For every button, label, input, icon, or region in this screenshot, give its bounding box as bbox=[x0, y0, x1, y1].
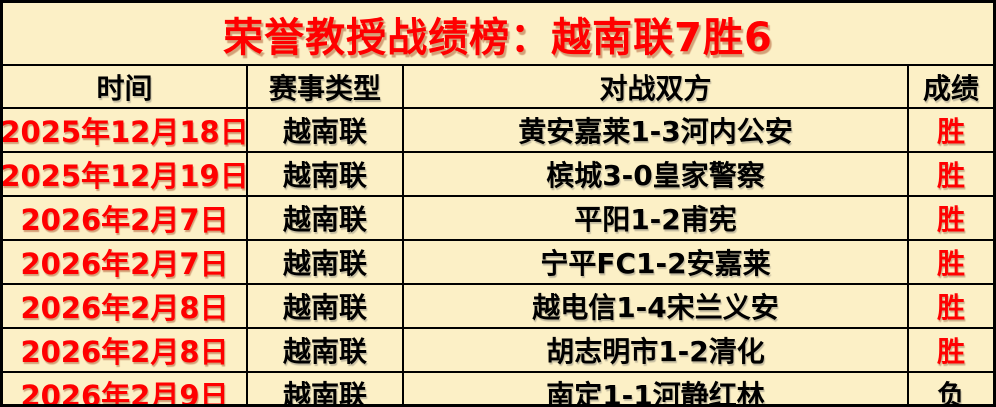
table-row: 2026年2月8日 越南联 越电信1-4宋兰义安 胜 bbox=[3, 285, 993, 329]
matchup: 宁平FC1-2安嘉莱 bbox=[404, 241, 909, 283]
column-header-time: 时间 bbox=[3, 66, 248, 107]
league-type: 越南联 bbox=[248, 241, 404, 283]
table-row: 2025年12月19日 越南联 槟城3-0皇家警察 胜 bbox=[3, 153, 993, 197]
matchup: 胡志明市1-2清化 bbox=[404, 329, 909, 371]
matchup: 黄安嘉莱1-3河内公安 bbox=[404, 109, 909, 151]
league-type: 越南联 bbox=[248, 153, 404, 195]
table-row: 2025年12月18日 越南联 黄安嘉莱1-3河内公安 胜 bbox=[3, 109, 993, 153]
matchup: 平阳1-2甫宪 bbox=[404, 197, 909, 239]
matchup: 南定1-1河静红林 bbox=[404, 373, 909, 404]
matchup: 越电信1-4宋兰义安 bbox=[404, 285, 909, 327]
table-header-row: 时间 赛事类型 对战双方 成绩 bbox=[3, 66, 993, 109]
match-date: 2026年2月7日 bbox=[3, 197, 248, 239]
match-date: 2026年2月8日 bbox=[3, 285, 248, 327]
table-row: 2026年2月7日 越南联 平阳1-2甫宪 胜 bbox=[3, 197, 993, 241]
result-badge: 胜 bbox=[936, 335, 965, 368]
table-row: 2026年2月8日 越南联 胡志明市1-2清化 胜 bbox=[3, 329, 993, 373]
result-badge: 胜 bbox=[936, 247, 965, 280]
matchup: 槟城3-0皇家警察 bbox=[404, 153, 909, 195]
result-badge: 胜 bbox=[936, 115, 965, 148]
result-badge: 胜 bbox=[936, 203, 965, 236]
match-date: 2026年2月7日 bbox=[3, 241, 248, 283]
match-date: 2026年2月9日 bbox=[3, 373, 248, 404]
column-header-result: 成绩 bbox=[922, 71, 979, 105]
result-badge: 胜 bbox=[936, 291, 965, 324]
table-row: 2026年2月9日 越南联 南定1-1河静红林 负 bbox=[3, 373, 993, 407]
league-type: 越南联 bbox=[248, 373, 404, 404]
league-type: 越南联 bbox=[248, 197, 404, 239]
match-date: 2025年12月19日 bbox=[3, 153, 248, 195]
league-type: 越南联 bbox=[248, 109, 404, 151]
result-badge: 胜 bbox=[936, 159, 965, 192]
table-row: 2026年2月7日 越南联 宁平FC1-2安嘉莱 胜 bbox=[3, 241, 993, 285]
table-title-row: 荣誉教授战绩榜：越南联7胜6 bbox=[3, 3, 993, 66]
match-date: 2025年12月18日 bbox=[3, 109, 248, 151]
page-title: 荣誉教授战绩榜：越南联7胜6 bbox=[223, 14, 773, 61]
league-type: 越南联 bbox=[248, 329, 404, 371]
result-badge: 负 bbox=[936, 379, 965, 407]
column-header-matchup: 对战双方 bbox=[404, 66, 909, 107]
league-type: 越南联 bbox=[248, 285, 404, 327]
match-date: 2026年2月8日 bbox=[3, 329, 248, 371]
column-header-league: 赛事类型 bbox=[248, 66, 404, 107]
